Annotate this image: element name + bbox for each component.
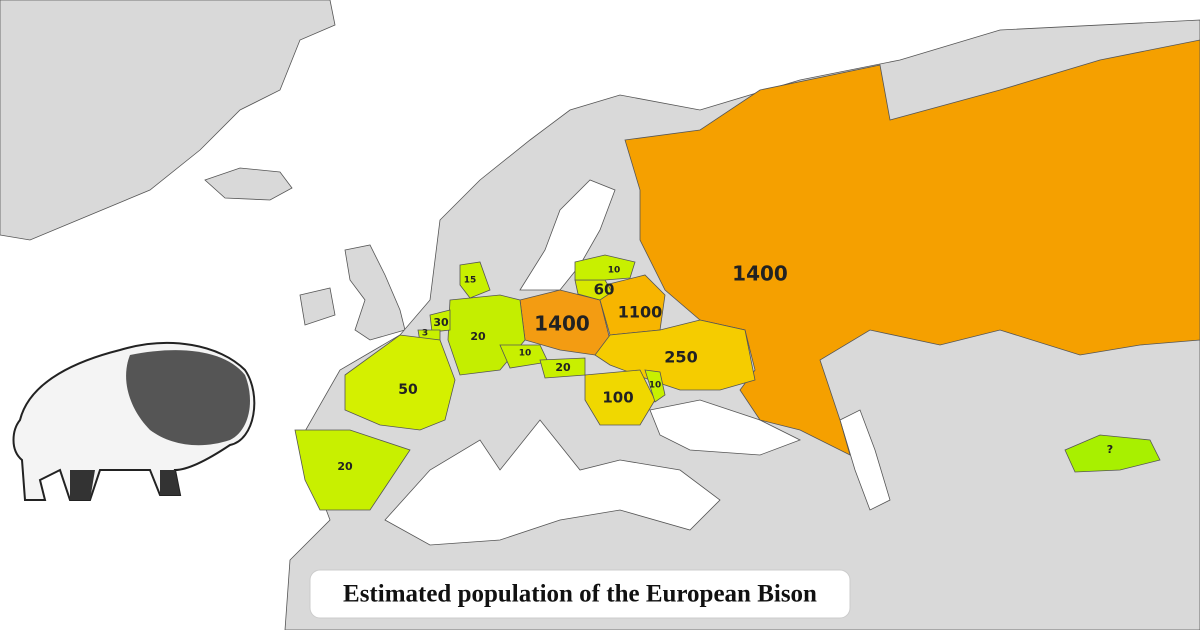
caspian-sea (839, 409, 891, 511)
region-label: 10 (649, 381, 662, 391)
region-label: 50 (398, 382, 418, 398)
ireland (299, 287, 336, 326)
region-label: 30 (433, 316, 449, 329)
bison-illustration (12, 341, 256, 501)
region-label: 3 (422, 329, 428, 339)
kyrgyzstan (1064, 434, 1161, 473)
mediterranean (384, 419, 721, 546)
region-label: 10 (519, 349, 532, 359)
region-label: 100 (602, 389, 633, 407)
region-label: 60 (594, 281, 615, 299)
greenland (0, 0, 336, 241)
romania (584, 369, 656, 426)
britain (344, 244, 406, 341)
region-label: 15 (464, 276, 477, 286)
region-label: 250 (664, 348, 697, 367)
region-label: 20 (470, 330, 486, 343)
moldova (644, 369, 666, 403)
region-label: 1400 (732, 262, 788, 286)
slovakia (539, 357, 586, 379)
region-label: 10 (608, 266, 621, 276)
region-label: 20 (337, 460, 353, 473)
region-label: 1100 (618, 303, 663, 322)
title-box (309, 569, 851, 619)
netherlands (429, 309, 451, 333)
region-label: 1400 (534, 312, 590, 336)
iceland (204, 167, 293, 201)
black-sea (649, 399, 801, 456)
region-label: ? (1107, 443, 1113, 456)
france (344, 334, 456, 431)
baltic-sea (519, 179, 616, 291)
region-label: 20 (555, 361, 571, 374)
map-title: Estimated population of the European Bis… (343, 581, 817, 608)
spain (294, 429, 411, 511)
denmark (459, 261, 491, 299)
latvia (574, 254, 636, 281)
